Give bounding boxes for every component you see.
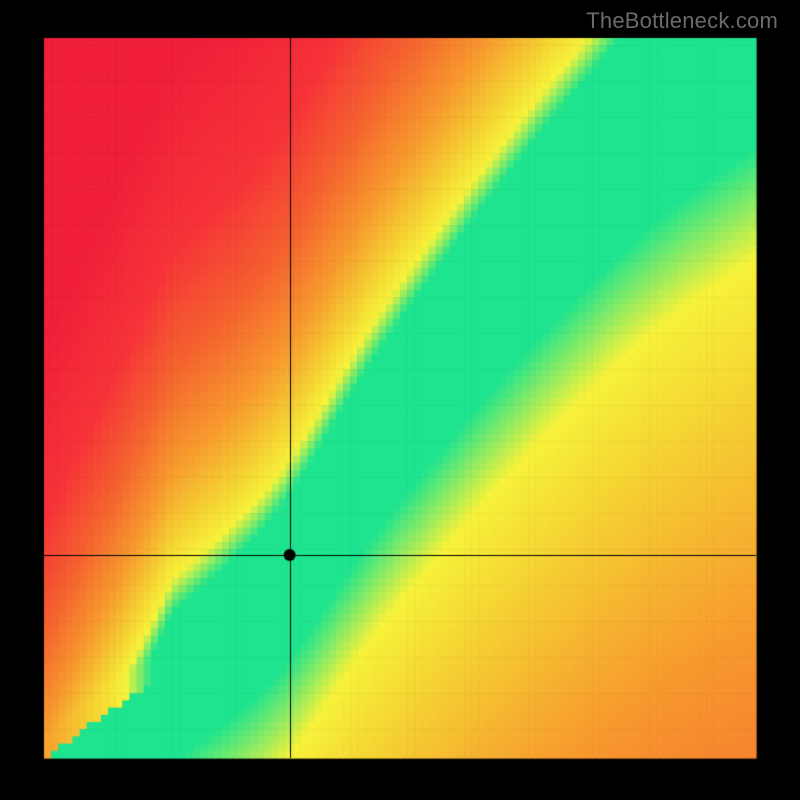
watermark-text: TheBottleneck.com — [586, 8, 778, 34]
chart-container: TheBottleneck.com — [0, 0, 800, 800]
heatmap-canvas — [0, 0, 800, 800]
